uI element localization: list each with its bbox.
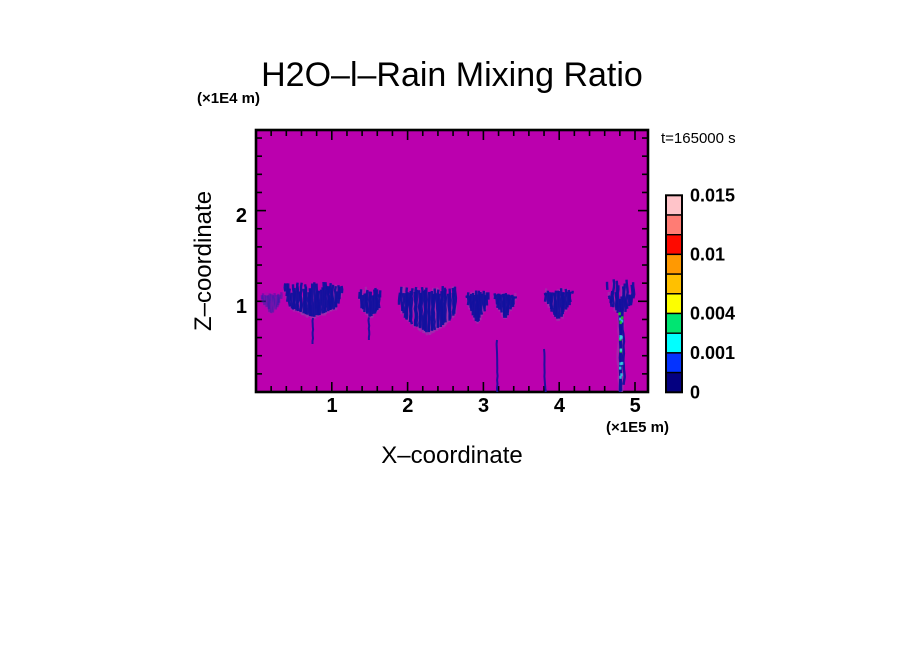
svg-text:4: 4: [554, 395, 566, 417]
svg-text:3: 3: [478, 395, 489, 417]
svg-text:Z–coordinate: Z–coordinate: [190, 191, 217, 331]
svg-text:H2O–l–Rain Mixing Ratio: H2O–l–Rain Mixing Ratio: [261, 56, 643, 94]
svg-text:5: 5: [630, 395, 641, 417]
svg-text:X–coordinate: X–coordinate: [381, 442, 522, 469]
svg-text:2: 2: [236, 205, 247, 227]
svg-text:t=165000 s: t=165000 s: [661, 130, 736, 147]
svg-text:1: 1: [326, 395, 337, 417]
svg-text:(×1E4 m): (×1E4 m): [197, 90, 260, 107]
svg-text:0.01: 0.01: [690, 244, 725, 264]
svg-text:1: 1: [236, 296, 247, 318]
svg-text:2: 2: [402, 395, 413, 417]
svg-text:0: 0: [690, 382, 700, 402]
svg-text:0.015: 0.015: [690, 185, 735, 205]
svg-text:0.004: 0.004: [690, 304, 735, 324]
svg-text:(×1E5 m): (×1E5 m): [606, 419, 669, 436]
svg-text:0.001: 0.001: [690, 343, 735, 363]
